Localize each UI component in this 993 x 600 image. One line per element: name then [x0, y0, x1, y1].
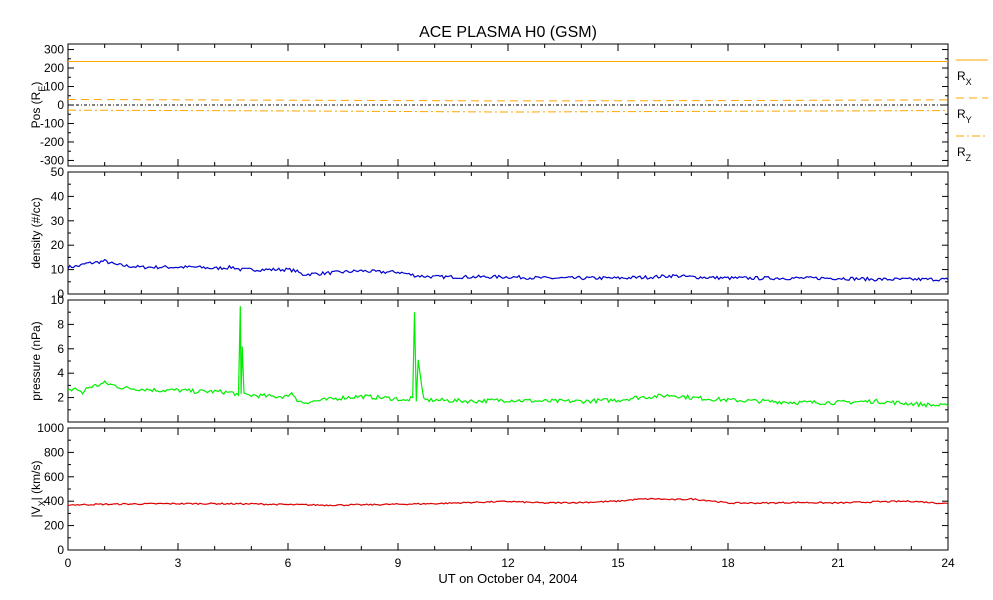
- density-ytick-label: 20: [51, 238, 65, 252]
- pressure-ytick-label: 2: [57, 391, 64, 405]
- velocity-ytick-label: 600: [44, 470, 64, 484]
- velocity-ytick-label: 1000: [37, 421, 64, 435]
- x-tick-label: 21: [831, 556, 845, 570]
- legend-name: R: [957, 69, 966, 83]
- density-ylabel: density (#/cc): [29, 197, 43, 268]
- pressure-ylabel-main: pressure (nPa): [29, 321, 43, 400]
- position-ytick-label: 0: [57, 98, 64, 112]
- x-tick-label: 15: [611, 556, 625, 570]
- pressure-series-line: [67, 306, 949, 408]
- position-ylabel-end: ): [29, 82, 43, 86]
- x-tick-label: 12: [501, 556, 515, 570]
- position-ylabel-main: Pos (R: [29, 91, 43, 128]
- legend-name: R: [957, 107, 966, 121]
- position-ytick-label: -100: [40, 116, 64, 130]
- legend-sub: X: [966, 77, 972, 87]
- x-tick-label: 6: [285, 556, 292, 570]
- pressure-ylabel: pressure (nPa): [29, 321, 43, 400]
- density-ytick-label: 10: [51, 263, 65, 277]
- velocity-ylabel-end: | (km/s): [29, 461, 43, 501]
- chart-title: ACE PLASMA H0 (GSM): [419, 24, 597, 41]
- velocity-ylabel-main: |V: [29, 506, 43, 517]
- velocity-ylabel-sub: X: [37, 500, 47, 506]
- position-ylabel-sub: E: [37, 86, 47, 92]
- velocity-ytick-label: 800: [44, 445, 64, 459]
- velocity-ytick-label: 0: [57, 543, 64, 557]
- position-ytick-label: 100: [44, 80, 64, 94]
- x-tick-label: 9: [395, 556, 402, 570]
- density-ytick-label: 30: [51, 214, 65, 228]
- legend-label-z: RZ: [957, 145, 972, 163]
- density-frame: [67, 171, 949, 295]
- panel-velocity: 0 200 400 600 800 1000 |VX| (km/s): [29, 421, 949, 557]
- x-axis-label: UT on October 04, 2004: [438, 571, 577, 586]
- panel-density: 0 10 20 30 40 50 density (#/cc): [29, 165, 949, 301]
- pressure-frame: [67, 299, 949, 423]
- density-ylabel-main: density (#/cc): [29, 197, 43, 268]
- legend-sub: Y: [966, 115, 972, 125]
- legend-name: R: [957, 145, 966, 159]
- pressure-ytick-label: 4: [57, 366, 64, 380]
- legend-label-x: RX: [957, 69, 972, 87]
- position-ytick-label: 200: [44, 61, 64, 75]
- velocity-ylabel: |VX| (km/s): [29, 461, 47, 518]
- position-ytick-label: 300: [44, 43, 64, 57]
- x-tick-label: 18: [721, 556, 735, 570]
- pressure-ytick-label: 10: [51, 293, 65, 307]
- legend-label-y: RY: [957, 107, 972, 125]
- velocity-ytick-label: 400: [44, 494, 64, 508]
- pressure-ytick-label: 6: [57, 342, 64, 356]
- density-ytick-label: 0: [57, 287, 64, 301]
- x-tick-label: 24: [941, 556, 955, 570]
- series-line-rz: [67, 109, 949, 113]
- legend-sub: Z: [966, 153, 972, 163]
- x-tick-label: 3: [175, 556, 182, 570]
- velocity-series-line: [67, 497, 949, 507]
- density-series-line: [67, 258, 949, 282]
- position-ytick-label: -200: [40, 135, 64, 149]
- density-ytick-label: 50: [51, 165, 65, 179]
- velocity-frame: [67, 427, 949, 551]
- velocity-ytick-label: 200: [44, 519, 64, 533]
- position-ytick-label: -300: [40, 153, 64, 167]
- density-ytick-label: 40: [51, 189, 65, 203]
- series-line-ry: [67, 98, 949, 102]
- x-tick-label: 0: [65, 556, 72, 570]
- panel-pressure: 2 4 6 8 10 pressure (nPa): [29, 293, 949, 423]
- pressure-ytick-label: 8: [57, 317, 64, 331]
- position-ylabel: Pos (RE): [29, 82, 47, 129]
